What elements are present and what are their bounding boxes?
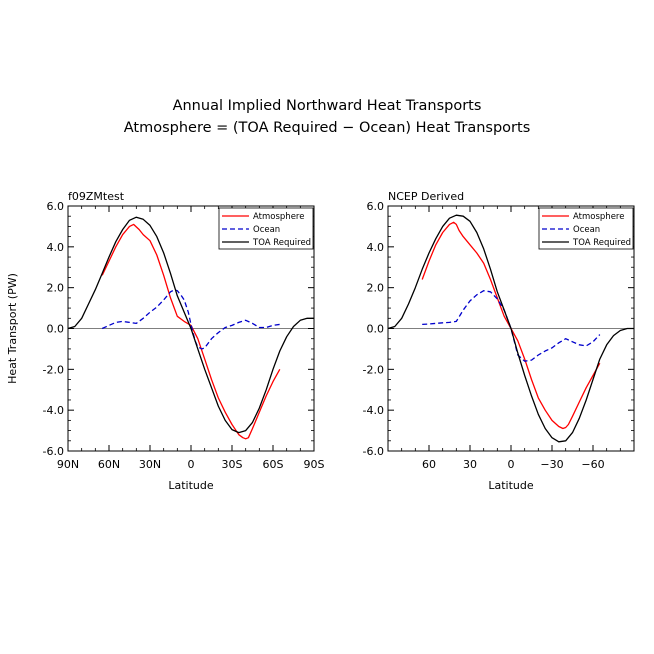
panel-subtitle: f09ZMtest	[68, 190, 125, 203]
y-tick-label: 6.0	[47, 200, 65, 213]
x-tick-label: 30S	[222, 458, 243, 471]
figure-title-line2: Atmosphere = (TOA Required − Ocean) Heat…	[124, 120, 531, 136]
legend-entry: Atmosphere	[253, 212, 304, 222]
legend-entry: Atmosphere	[573, 212, 624, 222]
y-axis-label: Heat Transport (PW)	[6, 273, 19, 384]
legend: Atmosphere Ocean TOA Required	[218, 207, 314, 250]
legend-entry: TOA Required	[572, 238, 631, 248]
x-tick-label: −60	[581, 458, 604, 471]
y-tick-label: -4.0	[43, 404, 64, 417]
series-line-atmosphere	[421, 221, 601, 430]
y-tick-label: 6.0	[367, 200, 385, 213]
series-line-toa-required	[67, 216, 314, 434]
y-tick-label: -2.0	[43, 363, 64, 376]
x-tick-label: 60S	[263, 458, 284, 471]
x-axis-label: Latitude	[168, 479, 214, 492]
legend: Atmosphere Ocean TOA Required	[538, 207, 634, 250]
x-axis-label: Latitude	[488, 479, 534, 492]
x-tick-label: 60N	[98, 458, 120, 471]
legend-entry: Ocean	[253, 225, 280, 235]
x-tick-label: 0	[188, 458, 195, 471]
y-tick-label: -2.0	[363, 363, 384, 376]
y-tick-label: 4.0	[367, 241, 385, 254]
x-tick-label: 30N	[139, 458, 161, 471]
y-tick-label: 0.0	[367, 323, 385, 336]
y-tick-label: 0.0	[47, 323, 65, 336]
x-tick-label: 90N	[57, 458, 79, 471]
panel-subtitle: NCEP Derived	[388, 190, 464, 203]
legend-entry: TOA Required	[252, 238, 311, 248]
y-tick-label: 2.0	[47, 282, 65, 295]
x-tick-label: 60	[422, 458, 436, 471]
y-tick-label: -4.0	[363, 404, 384, 417]
y-tick-label: 2.0	[367, 282, 385, 295]
x-tick-label: 90S	[304, 458, 325, 471]
figure-title-line1: Annual Implied Northward Heat Transports	[173, 98, 482, 114]
series-line-atmosphere	[101, 223, 281, 440]
series-line-ocean	[101, 289, 280, 350]
y-tick-label: -6.0	[363, 445, 384, 458]
x-tick-label: 0	[508, 458, 515, 471]
x-tick-label: 30	[463, 458, 477, 471]
x-tick-label: −30	[540, 458, 563, 471]
series-line-toa-required	[387, 214, 634, 443]
y-tick-label: -6.0	[43, 445, 64, 458]
legend-entry: Ocean	[573, 225, 600, 235]
series-line-ocean	[422, 290, 601, 362]
y-tick-label: 4.0	[47, 241, 65, 254]
